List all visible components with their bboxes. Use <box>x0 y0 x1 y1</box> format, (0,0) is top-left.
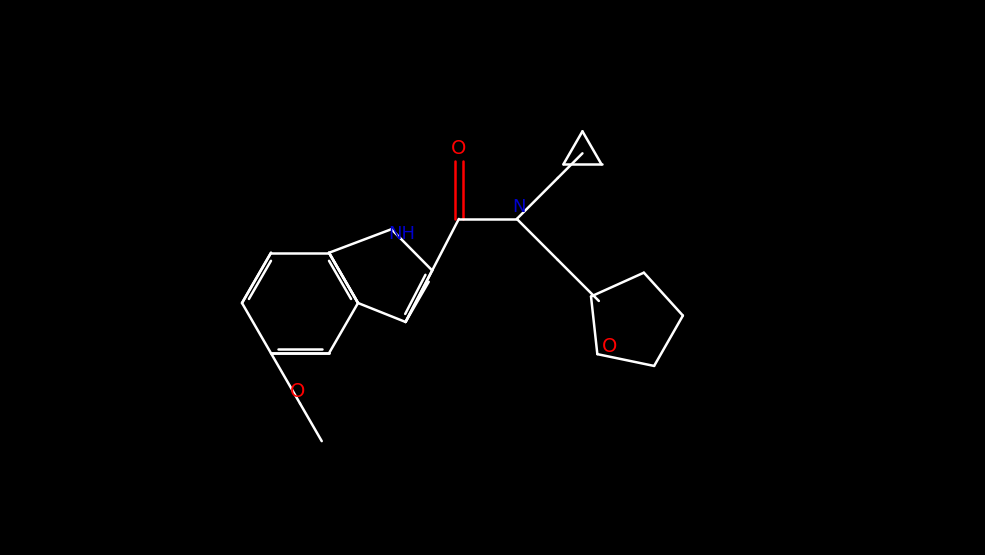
Text: NH: NH <box>388 225 415 243</box>
Text: O: O <box>291 382 305 401</box>
Text: N: N <box>512 198 526 216</box>
Text: O: O <box>451 139 467 158</box>
Text: O: O <box>602 337 617 356</box>
